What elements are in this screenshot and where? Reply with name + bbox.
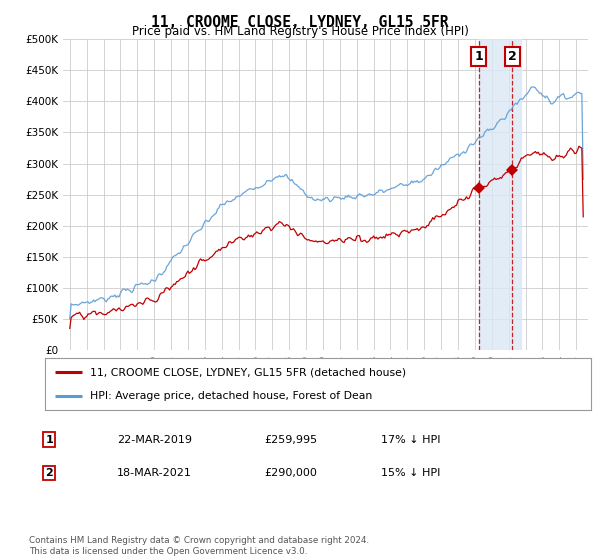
Text: 15% ↓ HPI: 15% ↓ HPI [381, 468, 440, 478]
Bar [479, 39, 521, 350]
Text: 2: 2 [46, 468, 53, 478]
Text: 18-MAR-2021: 18-MAR-2021 [117, 468, 192, 478]
Text: Contains HM Land Registry data © Crown copyright and database right 2024.
This d: Contains HM Land Registry data © Crown c… [29, 536, 369, 556]
Text: £259,995: £259,995 [264, 435, 317, 445]
Text: 11, CROOME CLOSE, LYDNEY, GL15 5FR (detached house): 11, CROOME CLOSE, LYDNEY, GL15 5FR (deta… [90, 367, 406, 377]
Text: 1: 1 [46, 435, 53, 445]
Text: Price paid vs. HM Land Registry's House Price Index (HPI): Price paid vs. HM Land Registry's House … [131, 25, 469, 38]
Text: 1: 1 [474, 50, 483, 63]
Text: 11, CROOME CLOSE, LYDNEY, GL15 5FR: 11, CROOME CLOSE, LYDNEY, GL15 5FR [151, 15, 449, 30]
Text: 22-MAR-2019: 22-MAR-2019 [117, 435, 192, 445]
Text: £290,000: £290,000 [264, 468, 317, 478]
Text: 17% ↓ HPI: 17% ↓ HPI [381, 435, 440, 445]
Text: HPI: Average price, detached house, Forest of Dean: HPI: Average price, detached house, Fore… [90, 391, 372, 401]
Text: 2: 2 [508, 50, 517, 63]
